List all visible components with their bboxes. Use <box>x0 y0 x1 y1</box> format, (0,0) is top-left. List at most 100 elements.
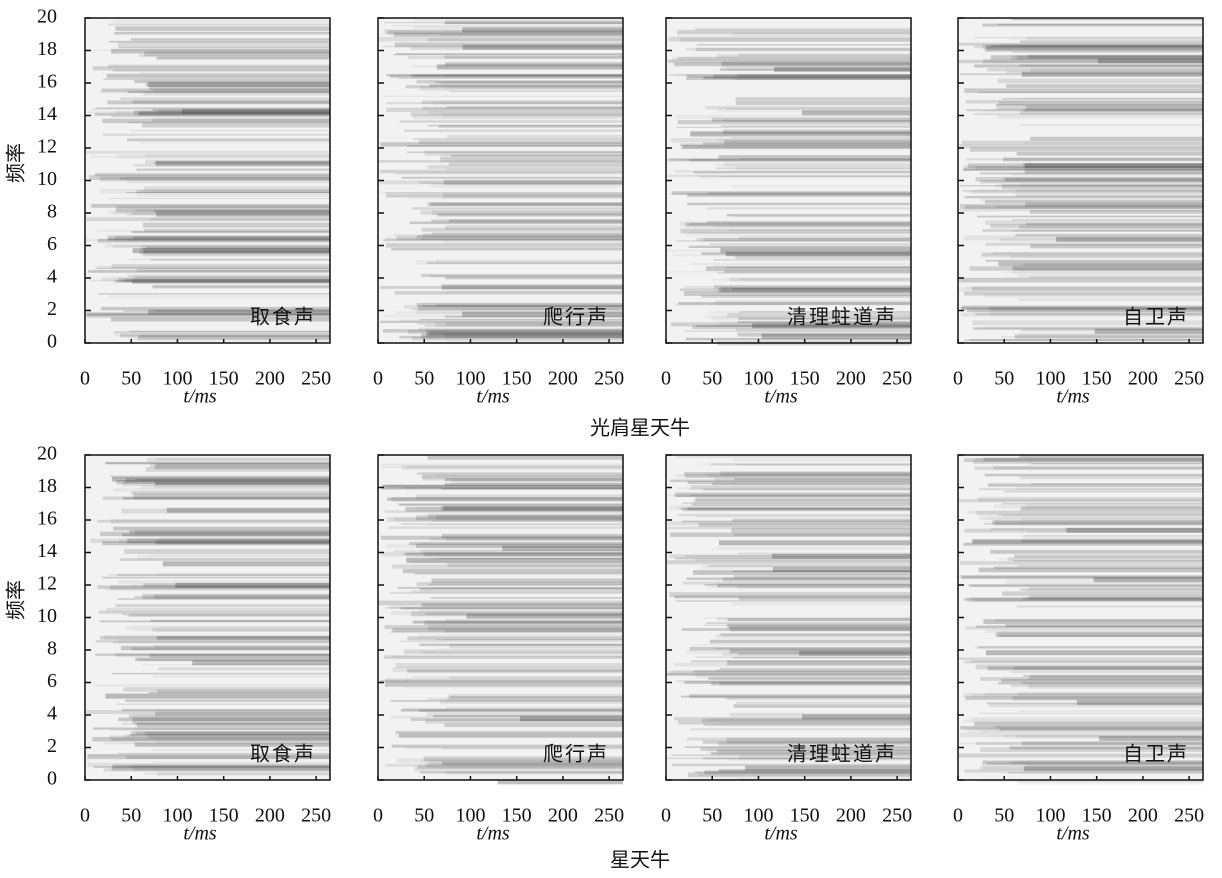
x-tick-label: 100 <box>162 368 192 390</box>
spectrogram-texture <box>93 49 330 51</box>
spectrogram-texture <box>441 748 623 750</box>
spectrogram-texture <box>703 617 911 619</box>
spectrogram-texture <box>982 109 1203 113</box>
spectrogram-texture <box>147 52 330 55</box>
y-tick-label: 2 <box>47 298 57 320</box>
x-tick-label: 50 <box>994 805 1014 827</box>
spectrogram-texture <box>997 23 1203 26</box>
spectrogram-texture <box>675 600 911 602</box>
spectrogram-texture <box>669 505 911 510</box>
spectrogram-texture <box>119 558 330 561</box>
x-tick-label: 150 <box>790 368 820 390</box>
spectrogram-texture <box>132 248 330 254</box>
spectrogram-texture <box>695 673 911 679</box>
spectrogram-texture <box>958 657 1203 660</box>
spectrogram-texture <box>702 740 911 744</box>
y-tick-label: 18 <box>37 38 57 60</box>
spectrogram-texture <box>94 268 331 270</box>
spectrogram-texture <box>384 625 623 630</box>
spectrogram-texture <box>127 276 330 278</box>
spectrogram-texture <box>132 281 330 284</box>
spectrogram-texture <box>1025 223 1203 226</box>
spectrogram-texture <box>1011 219 1203 221</box>
spectrogram-texture <box>1005 624 1203 627</box>
spectrogram-texture <box>397 758 623 763</box>
spectrogram-texture <box>93 727 330 730</box>
spectrogram-texture <box>403 649 623 655</box>
spectrogram-texture <box>958 144 1203 149</box>
spectrogram-texture <box>136 192 330 197</box>
spectrogram <box>666 455 911 781</box>
spectrogram-texture <box>392 564 623 569</box>
spectrogram-texture <box>413 26 623 29</box>
spectrogram-texture <box>671 763 911 767</box>
spectrogram-texture <box>1076 699 1203 705</box>
spectrogram-texture <box>133 110 330 115</box>
x-tick-label: 0 <box>953 368 963 390</box>
spectrogram-texture <box>1023 766 1203 772</box>
spectrogram-texture <box>982 229 1203 232</box>
spectrogram-texture <box>700 564 911 569</box>
spectrogram-texture <box>123 687 330 692</box>
spectrogram-texture <box>131 647 330 651</box>
spectrogram-texture <box>97 238 331 243</box>
spectrogram-texture <box>710 752 911 755</box>
spectrogram-texture <box>155 711 330 717</box>
spectrogram-texture <box>964 528 1203 533</box>
spectrogram-texture <box>154 481 330 486</box>
spectrogram-texture <box>1094 328 1203 334</box>
spectrogram-texture <box>668 158 911 161</box>
spectrogram-texture <box>685 555 911 557</box>
spectrogram-texture <box>126 191 331 194</box>
spectrogram-texture <box>666 560 911 565</box>
spectrogram-texture <box>696 44 911 46</box>
spectrogram-texture <box>123 734 330 738</box>
spectrogram-texture <box>979 712 1203 714</box>
spectrogram-texture <box>1001 335 1203 338</box>
spectrogram-background <box>378 18 623 343</box>
spectrogram-texture <box>133 236 330 240</box>
x-tick-label: 0 <box>661 368 671 390</box>
spectrogram-texture <box>963 165 1203 171</box>
spectrogram-texture <box>95 684 330 687</box>
spectrogram-texture <box>112 764 331 769</box>
spectrogram-texture <box>736 585 911 589</box>
spectrogram-texture <box>497 779 623 785</box>
spectrogram-texture <box>681 144 911 150</box>
spectrogram-texture <box>384 483 623 487</box>
spectrogram-texture <box>94 173 330 177</box>
spectrogram-texture <box>689 158 911 162</box>
spectrogram-texture <box>144 51 330 57</box>
spectrogram-texture <box>400 708 623 712</box>
spectrogram-texture <box>400 319 623 322</box>
spectrogram-texture <box>965 158 1203 161</box>
spectrogram-texture <box>99 620 331 623</box>
spectrogram-texture <box>695 497 911 502</box>
spectrogram <box>958 455 1203 785</box>
spectrogram-texture <box>150 619 330 622</box>
spectrogram-texture <box>738 652 911 656</box>
spectrogram-texture <box>724 140 911 145</box>
spectrogram-texture <box>385 243 623 248</box>
spectrogram-texture <box>675 455 911 458</box>
spectrogram-texture <box>157 689 330 694</box>
spectrogram-texture <box>113 19 330 23</box>
x-tick-label: 200 <box>836 368 866 390</box>
spectrogram-texture <box>438 557 623 560</box>
spectrogram-texture <box>129 130 330 132</box>
spectrogram-texture <box>446 106 623 109</box>
spectrogram-texture <box>703 76 911 80</box>
x-tick-label: 150 <box>209 368 239 390</box>
spectrogram-texture <box>732 518 911 522</box>
spectrogram-texture <box>380 142 623 147</box>
spectrogram-texture <box>691 660 911 663</box>
spectrogram-texture <box>1018 332 1203 335</box>
spectrogram-texture <box>1024 590 1203 592</box>
spectrogram-texture <box>421 541 623 545</box>
spectrogram-texture <box>1030 244 1203 249</box>
spectrogram-texture <box>120 97 331 100</box>
spectrogram-texture <box>688 245 911 249</box>
spectrogram-texture <box>130 38 330 41</box>
spectrogram-texture <box>411 207 623 210</box>
spectrogram-texture <box>994 619 1203 622</box>
